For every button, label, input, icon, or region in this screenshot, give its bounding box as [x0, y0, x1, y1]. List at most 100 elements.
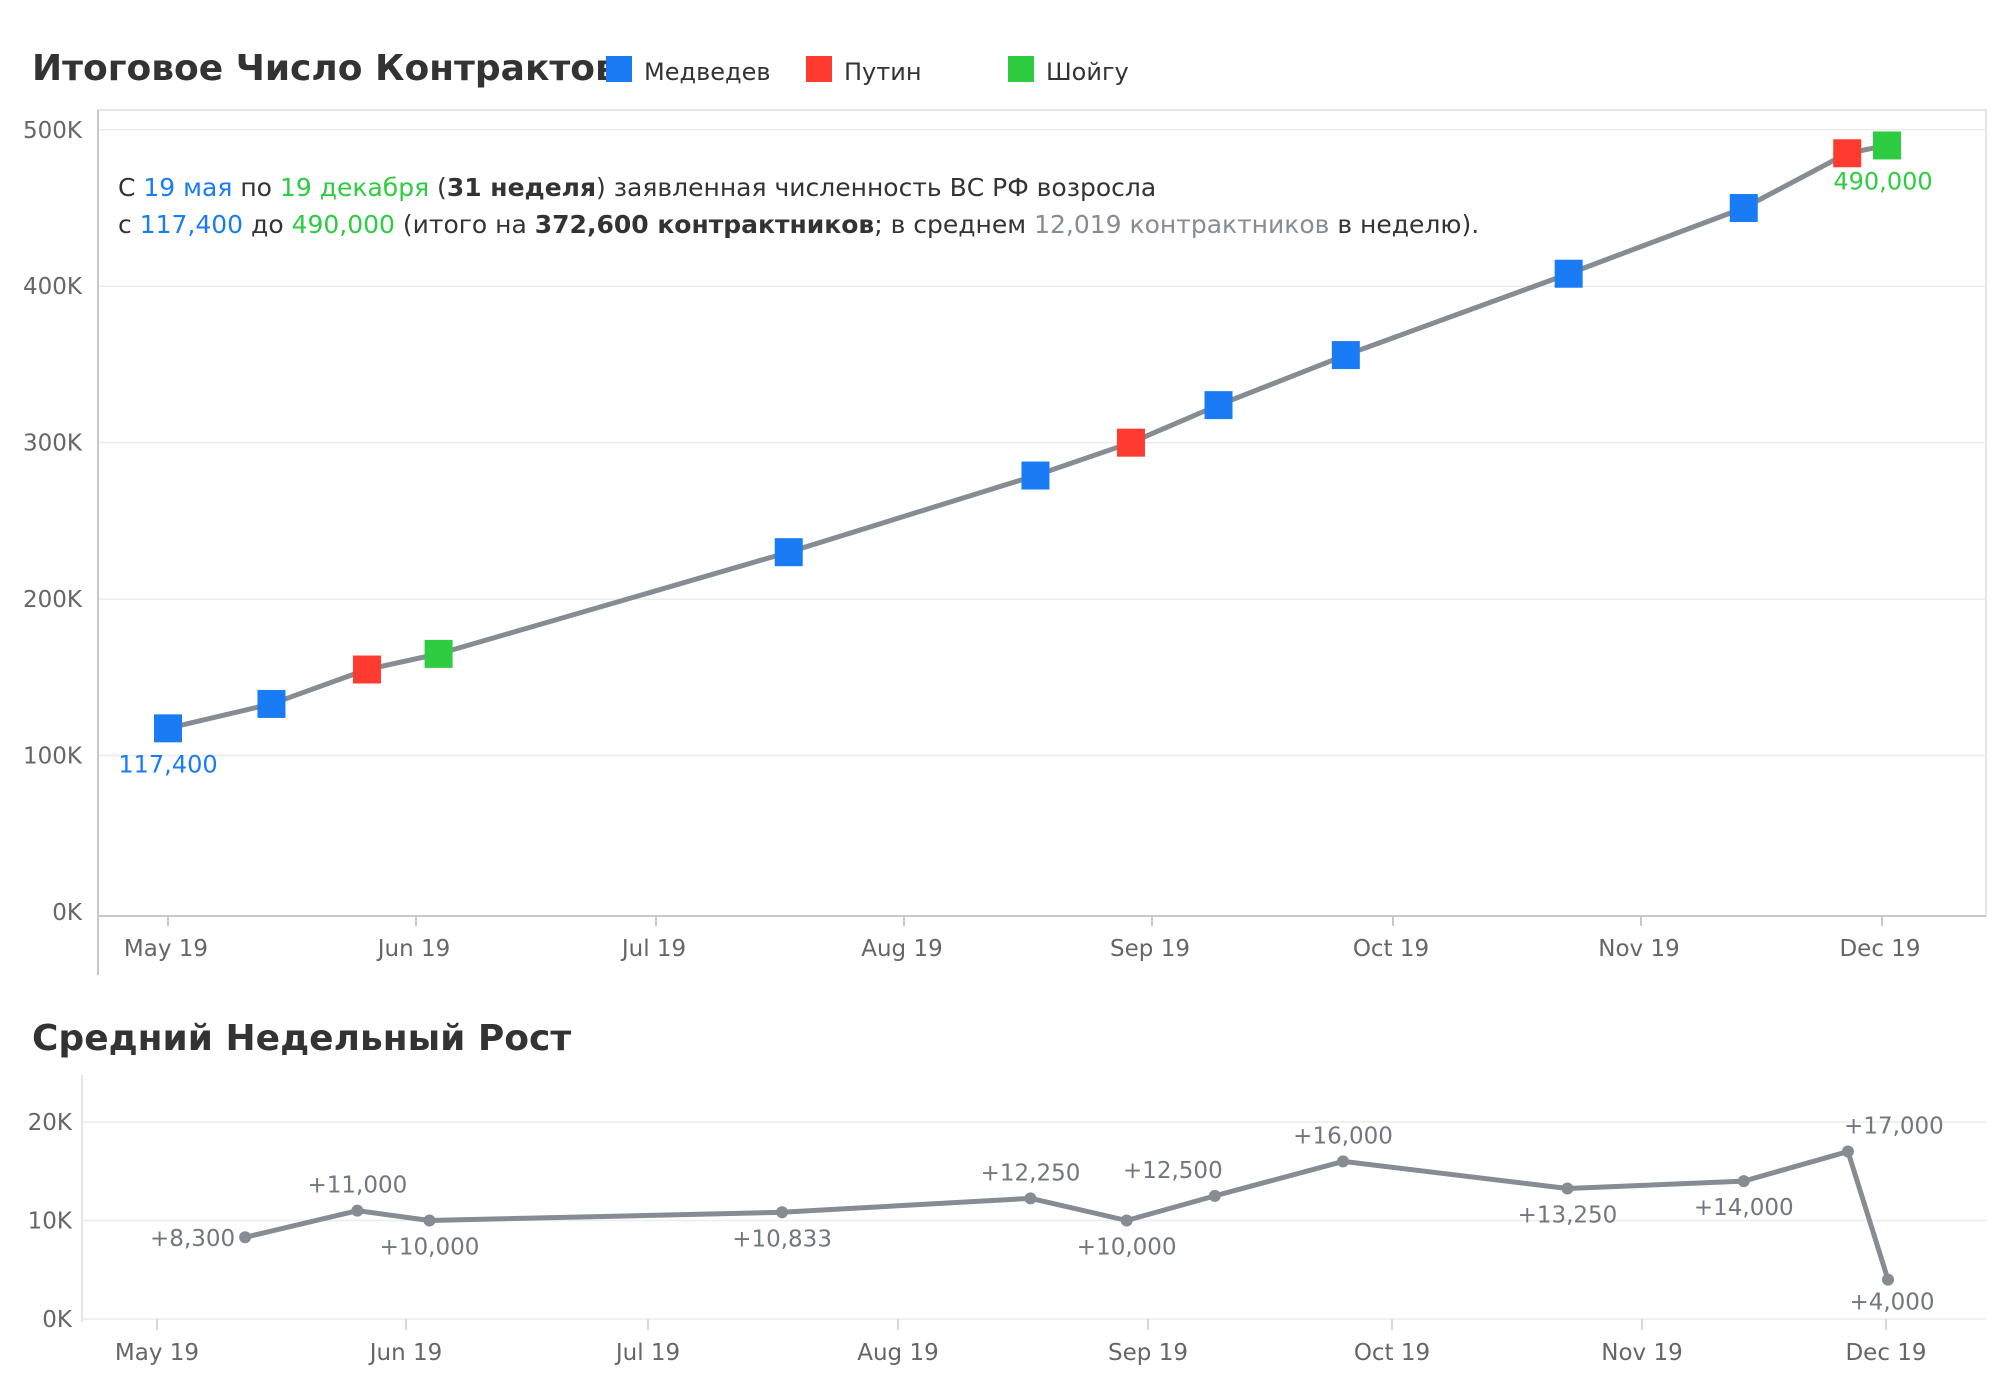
bottom-data-label: +8,300 [150, 1226, 235, 1252]
bottom-data-label: +17,000 [1844, 1114, 1944, 1140]
bottom-point [1024, 1192, 1037, 1205]
top-point-medvedev [154, 714, 182, 743]
legend-label-putin: Путин [844, 58, 922, 86]
top-point-putin [1833, 139, 1862, 168]
top-gridlines [98, 129, 1986, 757]
bottom-data-label: +10,000 [380, 1235, 480, 1261]
bottom-x-tick-label: Nov 19 [1601, 1340, 1682, 1366]
bottom-data-label: +4,000 [1849, 1290, 1934, 1316]
annotation-line-1: С 19 мая по 19 декабря (31 неделя) заявл… [118, 173, 1156, 202]
bottom-gridlines [82, 1121, 1986, 1320]
bottom-x-tick-label: Oct 19 [1354, 1340, 1430, 1366]
bottom-point [1841, 1145, 1854, 1158]
legend-swatch-medvedev [606, 56, 632, 82]
bottom-data-label: +14,000 [1694, 1195, 1794, 1221]
annotation-segment: ; в среднем [874, 210, 1034, 239]
top-chart: Итоговое Число Контрактов Медведев Путин… [23, 48, 1987, 975]
legend-label-medvedev: Медведев [644, 58, 770, 86]
bottom-point [239, 1231, 252, 1244]
bottom-y-tick-label: 0K [42, 1307, 73, 1333]
top-y-tick-label: 400K [23, 274, 83, 300]
bottom-y-tick-label: 10K [28, 1209, 73, 1235]
bottom-chart-title: Средний Недельный Рост [32, 1018, 571, 1059]
top-x-tick-label: Jun 19 [376, 936, 451, 962]
top-point-medvedev [774, 538, 803, 567]
annotation-segment: до [243, 210, 291, 239]
annotation-segment: (итого на [395, 210, 535, 239]
top-y-tick-label: 300K [23, 431, 83, 457]
top-point-medvedev [1729, 194, 1758, 223]
bottom-y-axis: 0K 10K 20K [28, 1075, 83, 1333]
legend-swatch-shoigu [1008, 56, 1034, 82]
bottom-chart: Средний Недельный Рост 0K 10K 20K May 19 Ju… [28, 1018, 1986, 1366]
bottom-x-tick-label: Jul 19 [614, 1340, 680, 1366]
annotation-line-2: с 117,400 до 490,000 (итого на 372,600 к… [118, 210, 1479, 239]
annotation-text: С 19 мая по 19 декабря (31 неделя) заявл… [118, 173, 1479, 239]
top-point-shoigu [424, 639, 453, 668]
annotation-segment: по [232, 173, 280, 202]
bottom-point [1208, 1189, 1221, 1202]
bottom-data-label: +10,833 [732, 1226, 832, 1252]
top-point-medvedev [257, 689, 286, 718]
bottom-series: +8,300 +11,000 +10,000 +10,833 +12,250 +10,00… [150, 1114, 1944, 1316]
bottom-x-tick-label: Dec 19 [1845, 1340, 1926, 1366]
bottom-point [1737, 1175, 1750, 1188]
bottom-data-label: +11,000 [307, 1173, 407, 1199]
annotation-segment: 372,600 контрактников [535, 210, 874, 239]
legend-swatch-putin [806, 56, 832, 82]
annotation-segment: с [118, 210, 140, 239]
annotation-segment: 490,000 [292, 210, 395, 239]
top-y-tick-label: 500K [23, 118, 83, 144]
top-point-medvedev [1331, 341, 1360, 370]
top-series [154, 131, 1901, 743]
end-value-label: 490,000 [1833, 167, 1932, 195]
top-point-putin [1116, 428, 1145, 457]
top-x-tick-label: Oct 19 [1353, 936, 1429, 962]
annotation-segment: 31 неделя [447, 173, 596, 202]
bottom-point [1561, 1182, 1574, 1195]
top-y-tick-label: 100K [23, 744, 83, 770]
bottom-x-axis: May 19 Jun 19 Jul 19 Aug 19 Sep 19 Oct 19 Nov … [115, 1319, 1927, 1366]
bottom-data-label: +13,250 [1518, 1202, 1618, 1228]
top-point-shoigu [1873, 131, 1901, 160]
bottom-data-label: +16,000 [1293, 1123, 1393, 1149]
top-x-tick-label: Sep 19 [1110, 936, 1190, 962]
top-chart-title: Итоговое Число Контрактов [32, 48, 618, 89]
bottom-point [423, 1214, 436, 1227]
top-point-medvedev [1554, 259, 1583, 288]
annotation-segment: 117,400 [140, 210, 243, 239]
top-y-tick-label: 200K [23, 587, 83, 613]
bottom-series-line [244, 1149, 1891, 1281]
bottom-data-label: +10,000 [1077, 1235, 1177, 1261]
bottom-point [1120, 1214, 1133, 1227]
top-point-putin [352, 655, 381, 684]
top-x-axis: May 19 Jun 19 Jul 19 Aug 19 Sep 19 Oct 19 Nov … [124, 916, 1921, 962]
annotation-segment: в неделю). [1329, 210, 1479, 239]
bottom-y-tick-label: 20K [28, 1110, 73, 1136]
top-y-axis: 0K 100K 200K 300K 400K 500K [23, 110, 1986, 975]
bottom-x-tick-label: Jun 19 [368, 1340, 443, 1366]
bottom-data-label: +12,500 [1123, 1158, 1223, 1184]
bottom-x-tick-label: Aug 19 [857, 1340, 939, 1366]
top-x-tick-label: Jul 19 [620, 936, 686, 962]
top-x-tick-label: Nov 19 [1598, 936, 1679, 962]
top-x-tick-label: Aug 19 [861, 936, 943, 962]
annotation-segment: С [118, 173, 143, 202]
annotation-segment: 12,019 контрактников [1034, 210, 1329, 239]
top-x-tick-label: Dec 19 [1839, 936, 1920, 962]
annotation-segment: ( [429, 173, 447, 202]
bottom-x-tick-label: Sep 19 [1108, 1340, 1188, 1366]
top-legend: Медведев Путин Шойгу [606, 56, 1129, 86]
start-value-label: 117,400 [118, 750, 217, 778]
bottom-point [351, 1204, 364, 1217]
top-y-tick-label: 0K [52, 900, 83, 926]
bottom-x-tick-label: May 19 [115, 1340, 199, 1366]
bottom-point [1337, 1155, 1350, 1168]
legend-label-shoigu: Шойгу [1046, 58, 1129, 86]
annotation-segment: 19 мая [143, 173, 232, 202]
top-point-medvedev [1204, 391, 1233, 420]
annotation-segment: ) заявленная численность ВС РФ возросла [596, 173, 1156, 202]
bottom-data-label: +12,250 [981, 1160, 1081, 1186]
top-point-medvedev [1021, 461, 1050, 490]
